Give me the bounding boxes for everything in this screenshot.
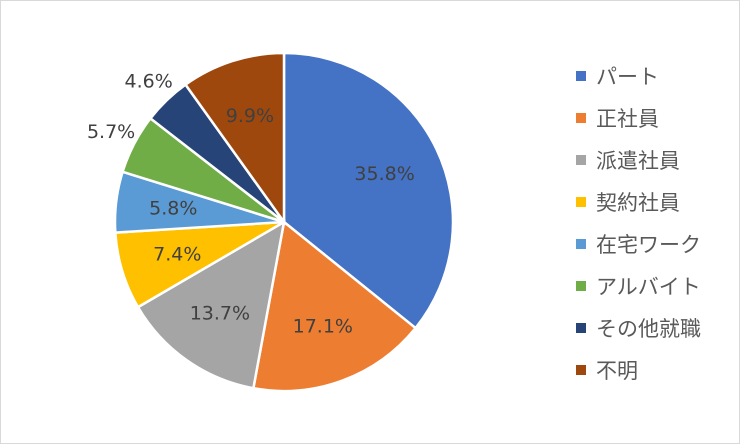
data-label: 5.7% [87,121,135,143]
legend-swatch [576,323,586,333]
pie-slice [251,219,418,393]
legend-item: 正社員 [576,97,701,139]
legend-label: 不明 [596,359,638,383]
data-label: 4.6% [125,71,173,93]
pie-slice [183,51,286,226]
legend-label: 在宅ワーク [596,233,701,257]
legend-swatch [576,113,586,123]
data-label: 9.9% [226,105,274,127]
data-label: 35.8% [354,163,414,185]
legend-item: 派遣社員 [576,139,701,181]
legend-item: アルバイト [576,265,701,307]
pie-slices [113,51,455,393]
legend-label: パート [596,65,659,89]
legend-label: 派遣社員 [596,149,680,173]
data-label: 7.4% [153,244,201,266]
legend-item: 契約社員 [576,181,701,223]
legend-label: 正社員 [596,107,659,131]
legend-swatch [576,71,586,81]
data-label: 17.1% [293,316,353,338]
legend-swatch [576,365,586,375]
legend-swatch [576,155,586,165]
legend-item: 不明 [576,349,701,391]
legend-label: アルバイト [596,275,701,299]
legend-label: その他就職 [596,317,701,341]
legend-label: 契約社員 [596,191,680,215]
pie-slice [282,51,455,330]
legend: パート正社員派遣社員契約社員在宅ワークアルバイトその他就職不明 [576,55,701,391]
legend-swatch [576,281,586,291]
pie-slice [136,219,286,390]
legend-item: パート [576,55,701,97]
data-label: 5.8% [149,198,197,220]
legend-item: その他就職 [576,307,701,349]
data-labels: 35.8% 17.1% 13.7% 7.4% 5.8% 5.7% 4.6% 9.9% [87,71,415,338]
legend-swatch [576,239,586,249]
data-label: 13.7% [190,302,250,324]
legend-swatch [576,197,586,207]
legend-item: 在宅ワーク [576,223,701,265]
